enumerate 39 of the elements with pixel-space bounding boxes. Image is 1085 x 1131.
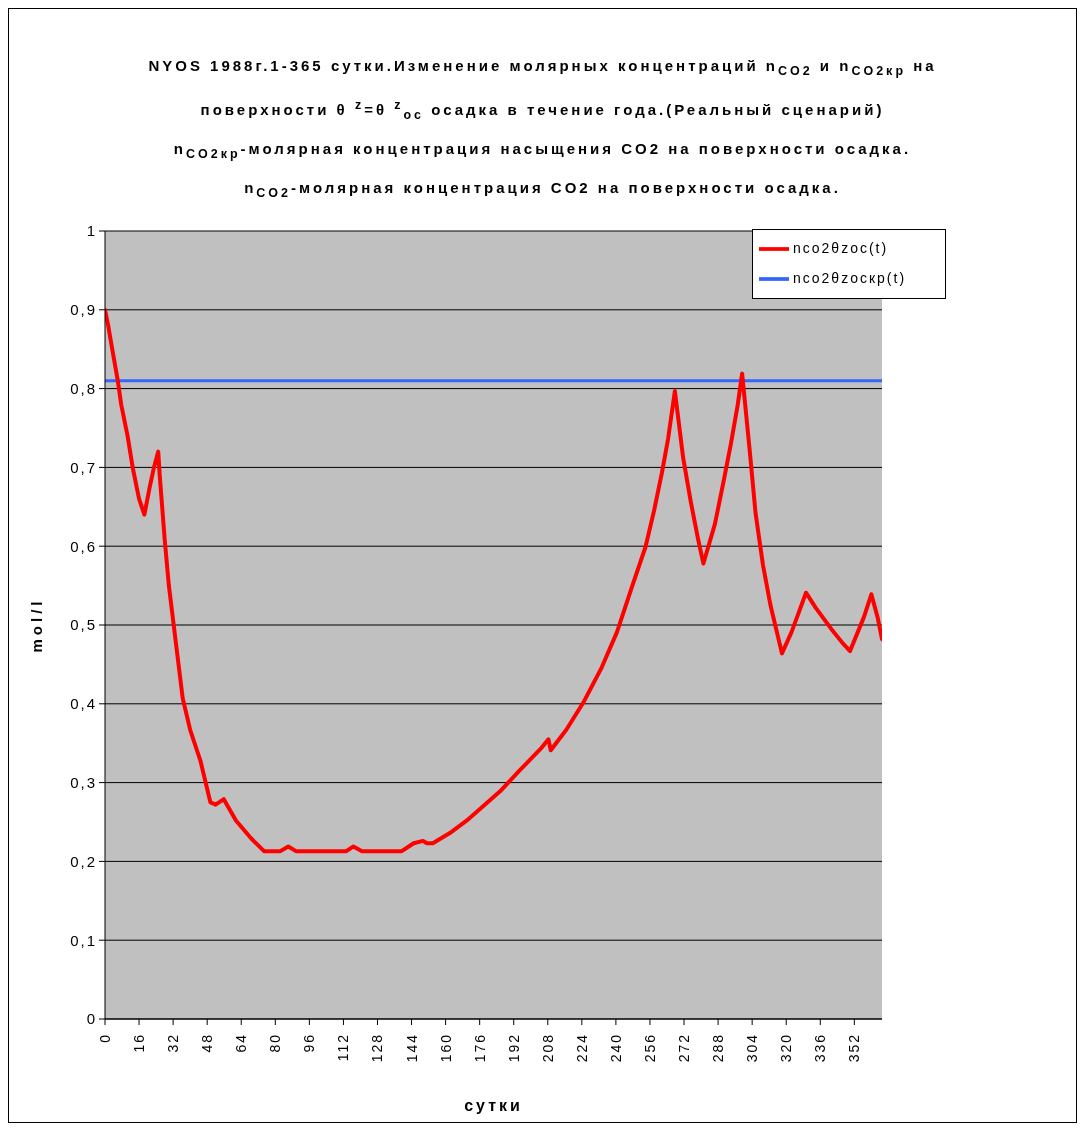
x-tick-label: 176: [471, 1033, 488, 1063]
x-tick-label: 224: [573, 1033, 590, 1063]
x-tick-label: 32: [165, 1033, 182, 1053]
x-tick-label: 336: [812, 1033, 829, 1063]
y-tick-label: 0,7: [70, 458, 97, 476]
x-axis-title: сутки: [464, 1097, 523, 1114]
y-tick-label: 0,3: [70, 773, 97, 791]
x-tick-label: 0: [97, 1033, 113, 1043]
x-tick-label: 160: [437, 1033, 454, 1063]
x-tick-label: 272: [676, 1033, 693, 1063]
x-tick-label: 112: [335, 1033, 352, 1062]
legend-label: nco2θzoc(t): [793, 239, 889, 256]
x-tick-label: 96: [301, 1033, 318, 1053]
x-tick-label: 208: [539, 1033, 556, 1063]
y-axis-title: mol/l: [28, 597, 46, 653]
y-tick-label: 0,2: [70, 852, 97, 870]
x-tick-label: 256: [641, 1033, 658, 1063]
y-tick-label: 0,9: [70, 301, 97, 319]
y-tick-label: 0,4: [70, 695, 97, 713]
x-tick-label: 64: [233, 1033, 250, 1053]
y-tick-label: 0,5: [70, 616, 97, 634]
x-tick-label: 240: [607, 1033, 624, 1063]
legend-label: nco2θzocкр(t): [793, 269, 907, 286]
x-tick-label: 288: [710, 1033, 727, 1063]
x-tick-label: 192: [505, 1033, 522, 1063]
x-tick-label: 80: [267, 1033, 284, 1053]
y-tick-label: 0,6: [70, 537, 97, 555]
x-tick-label: 128: [369, 1033, 386, 1063]
x-tick-label: 320: [778, 1033, 795, 1063]
y-tick-label: 1: [86, 222, 97, 240]
x-tick-label: 144: [403, 1033, 420, 1063]
chart-title: NYOS 1988г.1-365 сутки.Изменение молярных концентраций n$_{CO2}$ и n$_{CO2кр}$ на поверхности θ $^{z}$=θ $^{z}$$_{oc}$ осадка в течение года.(Реальный сценарий) n$_{CO2кр}$-молярная концентрация насыщения CO2 на поверхности осадка. n$_{CO2}$-молярная концентрация CO2 на поверхности осадка.: [148, 57, 937, 200]
x-tick-label: 352: [846, 1033, 863, 1063]
y-tick-label: 0,1: [70, 931, 97, 949]
x-tick-label: 304: [744, 1033, 761, 1063]
y-tick-label: 0: [86, 1010, 97, 1028]
x-tick-label: 16: [131, 1033, 148, 1053]
y-tick-label: 0,8: [70, 379, 97, 397]
x-tick-label: 48: [199, 1033, 216, 1053]
